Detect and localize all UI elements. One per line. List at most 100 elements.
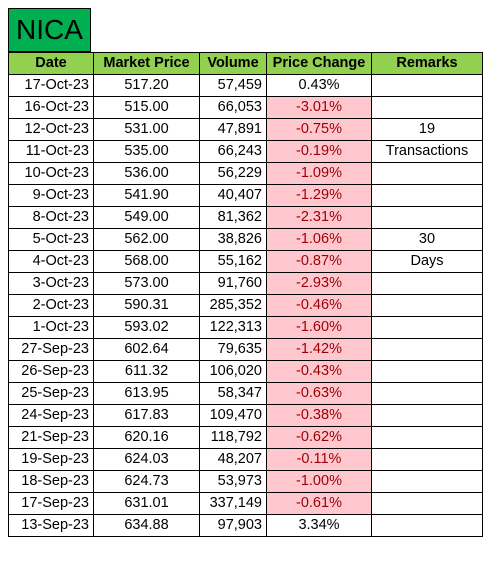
cell-volume[interactable]: 91,760	[199, 272, 267, 295]
cell-price-change[interactable]: -0.43%	[266, 360, 372, 383]
cell-volume[interactable]: 66,243	[199, 140, 267, 163]
cell-market-price[interactable]: 541.90	[93, 184, 200, 207]
cell-date[interactable]: 8-Oct-23	[8, 206, 94, 229]
cell-price-change[interactable]: -0.63%	[266, 382, 372, 405]
header-volume[interactable]: Volume	[199, 52, 267, 75]
cell-volume[interactable]: 285,352	[199, 294, 267, 317]
cell-volume[interactable]: 97,903	[199, 514, 267, 537]
cell-remarks[interactable]	[371, 294, 483, 317]
cell-market-price[interactable]: 602.64	[93, 338, 200, 361]
cell-remarks[interactable]	[371, 338, 483, 361]
cell-remarks[interactable]: Days	[371, 250, 483, 273]
cell-volume[interactable]: 56,229	[199, 162, 267, 185]
cell-remarks[interactable]	[371, 448, 483, 471]
header-remarks[interactable]: Remarks	[371, 52, 483, 75]
cell-remarks[interactable]	[371, 492, 483, 515]
cell-market-price[interactable]: 631.01	[93, 492, 200, 515]
cell-volume[interactable]: 109,470	[199, 404, 267, 427]
cell-date[interactable]: 12-Oct-23	[8, 118, 94, 141]
cell-price-change[interactable]: -0.87%	[266, 250, 372, 273]
cell-remarks[interactable]	[371, 206, 483, 229]
cell-price-change[interactable]: -2.31%	[266, 206, 372, 229]
cell-market-price[interactable]: 562.00	[93, 228, 200, 251]
cell-market-price[interactable]: 531.00	[93, 118, 200, 141]
cell-remarks[interactable]	[371, 272, 483, 295]
cell-date[interactable]: 2-Oct-23	[8, 294, 94, 317]
cell-date[interactable]: 17-Oct-23	[8, 74, 94, 97]
cell-date[interactable]: 25-Sep-23	[8, 382, 94, 405]
cell-date[interactable]: 9-Oct-23	[8, 184, 94, 207]
cell-volume[interactable]: 118,792	[199, 426, 267, 449]
cell-price-change[interactable]: -0.75%	[266, 118, 372, 141]
cell-market-price[interactable]: 624.03	[93, 448, 200, 471]
cell-date[interactable]: 3-Oct-23	[8, 272, 94, 295]
cell-volume[interactable]: 66,053	[199, 96, 267, 119]
cell-volume[interactable]: 81,362	[199, 206, 267, 229]
cell-date[interactable]: 24-Sep-23	[8, 404, 94, 427]
cell-market-price[interactable]: 517.20	[93, 74, 200, 97]
cell-market-price[interactable]: 620.16	[93, 426, 200, 449]
cell-date[interactable]: 10-Oct-23	[8, 162, 94, 185]
cell-volume[interactable]: 38,826	[199, 228, 267, 251]
header-price-change[interactable]: Price Change	[266, 52, 372, 75]
cell-date[interactable]: 1-Oct-23	[8, 316, 94, 339]
cell-market-price[interactable]: 634.88	[93, 514, 200, 537]
sheet-title[interactable]: NICA	[8, 8, 91, 52]
cell-price-change[interactable]: -0.46%	[266, 294, 372, 317]
cell-volume[interactable]: 53,973	[199, 470, 267, 493]
cell-market-price[interactable]: 536.00	[93, 162, 200, 185]
cell-price-change[interactable]: -1.09%	[266, 162, 372, 185]
cell-remarks[interactable]: Transactions	[371, 140, 483, 163]
header-market-price[interactable]: Market Price	[93, 52, 200, 75]
cell-market-price[interactable]: 613.95	[93, 382, 200, 405]
cell-price-change[interactable]: -0.61%	[266, 492, 372, 515]
cell-price-change[interactable]: -1.42%	[266, 338, 372, 361]
cell-remarks[interactable]	[371, 184, 483, 207]
cell-date[interactable]: 17-Sep-23	[8, 492, 94, 515]
cell-volume[interactable]: 40,407	[199, 184, 267, 207]
cell-volume[interactable]: 79,635	[199, 338, 267, 361]
cell-volume[interactable]: 55,162	[199, 250, 267, 273]
cell-market-price[interactable]: 515.00	[93, 96, 200, 119]
cell-market-price[interactable]: 590.31	[93, 294, 200, 317]
cell-price-change[interactable]: -3.01%	[266, 96, 372, 119]
cell-remarks[interactable]: 30	[371, 228, 483, 251]
cell-remarks[interactable]	[371, 74, 483, 97]
cell-price-change[interactable]: 0.43%	[266, 74, 372, 97]
cell-remarks[interactable]: 19	[371, 118, 483, 141]
cell-remarks[interactable]	[371, 162, 483, 185]
cell-market-price[interactable]: 611.32	[93, 360, 200, 383]
cell-price-change[interactable]: -0.11%	[266, 448, 372, 471]
header-date[interactable]: Date	[8, 52, 94, 75]
cell-price-change[interactable]: -0.19%	[266, 140, 372, 163]
cell-price-change[interactable]: -1.60%	[266, 316, 372, 339]
cell-date[interactable]: 19-Sep-23	[8, 448, 94, 471]
cell-date[interactable]: 16-Oct-23	[8, 96, 94, 119]
cell-date[interactable]: 5-Oct-23	[8, 228, 94, 251]
cell-remarks[interactable]	[371, 404, 483, 427]
cell-remarks[interactable]	[371, 426, 483, 449]
cell-market-price[interactable]: 568.00	[93, 250, 200, 273]
cell-price-change[interactable]: 3.34%	[266, 514, 372, 537]
cell-price-change[interactable]: -1.29%	[266, 184, 372, 207]
cell-date[interactable]: 13-Sep-23	[8, 514, 94, 537]
cell-date[interactable]: 11-Oct-23	[8, 140, 94, 163]
cell-date[interactable]: 26-Sep-23	[8, 360, 94, 383]
cell-remarks[interactable]	[371, 514, 483, 537]
cell-remarks[interactable]	[371, 316, 483, 339]
cell-remarks[interactable]	[371, 96, 483, 119]
cell-volume[interactable]: 122,313	[199, 316, 267, 339]
cell-price-change[interactable]: -1.00%	[266, 470, 372, 493]
cell-date[interactable]: 21-Sep-23	[8, 426, 94, 449]
cell-remarks[interactable]	[371, 470, 483, 493]
cell-market-price[interactable]: 573.00	[93, 272, 200, 295]
cell-market-price[interactable]: 593.02	[93, 316, 200, 339]
cell-market-price[interactable]: 549.00	[93, 206, 200, 229]
cell-price-change[interactable]: -2.93%	[266, 272, 372, 295]
cell-market-price[interactable]: 624.73	[93, 470, 200, 493]
cell-price-change[interactable]: -0.62%	[266, 426, 372, 449]
cell-remarks[interactable]	[371, 360, 483, 383]
cell-market-price[interactable]: 617.83	[93, 404, 200, 427]
cell-volume[interactable]: 106,020	[199, 360, 267, 383]
cell-date[interactable]: 18-Sep-23	[8, 470, 94, 493]
